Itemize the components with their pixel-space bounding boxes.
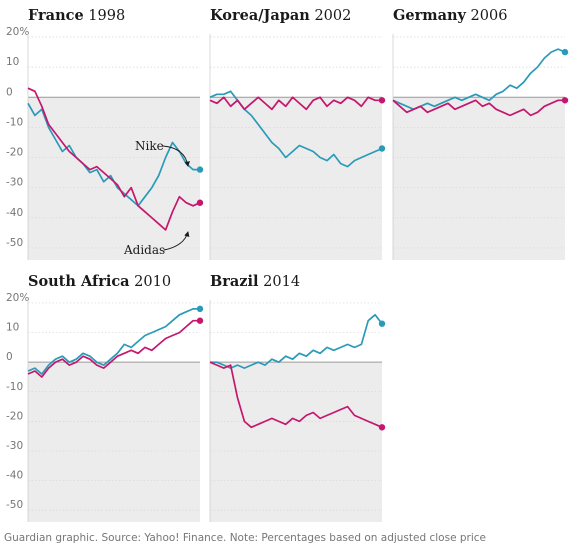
y-tick-label: 0 bbox=[6, 86, 13, 98]
y-tick-label: -50 bbox=[6, 237, 23, 249]
series-end-dot-nike bbox=[561, 48, 569, 56]
series-end-dot-adidas bbox=[378, 424, 386, 431]
y-tick-label: 10 bbox=[6, 56, 19, 68]
series-end-dot-adidas bbox=[561, 97, 569, 104]
annotation-adidas: Adidas bbox=[123, 243, 165, 257]
panel-title-year: 2006 bbox=[466, 8, 508, 24]
y-tick-label: -20 bbox=[6, 410, 23, 422]
panel-title: Korea/Japan 2002 bbox=[210, 7, 351, 24]
y-tick-label: -50 bbox=[6, 499, 23, 511]
series-end-dot-nike bbox=[378, 320, 386, 327]
panel-title-name: France bbox=[28, 7, 84, 24]
negative-region bbox=[393, 97, 565, 260]
negative-region bbox=[210, 362, 382, 522]
annotation-nike: Nike bbox=[135, 139, 164, 153]
panel-title-year: 1998 bbox=[84, 8, 126, 24]
y-tick-label: 0 bbox=[6, 351, 13, 363]
series-line-nike bbox=[392, 48, 566, 111]
y-tick-label: -10 bbox=[6, 116, 23, 128]
annotation-arrow-adidas bbox=[163, 231, 190, 251]
series-line-adidas bbox=[392, 99, 565, 117]
panel-title: Brazil 2014 bbox=[210, 273, 300, 290]
y-tick-label: -40 bbox=[6, 207, 23, 219]
panel-germany: Germany 2006 bbox=[392, 7, 569, 260]
y-tick-label: -10 bbox=[6, 381, 23, 393]
panel-title-name: Germany bbox=[393, 7, 467, 24]
series-line-adidas bbox=[27, 319, 200, 378]
series-end-dot-adidas bbox=[196, 199, 204, 206]
panel-title: South Africa 2010 bbox=[28, 273, 171, 290]
y-tick-label: -20 bbox=[6, 147, 23, 159]
y-tick-label: 20% bbox=[6, 292, 29, 304]
panel-title-name: Brazil bbox=[210, 273, 259, 290]
series-line-nike bbox=[210, 313, 383, 369]
negative-region bbox=[28, 362, 200, 522]
panel-korea-japan: Korea/Japan 2002 bbox=[209, 7, 386, 260]
series-line-adidas bbox=[209, 96, 382, 111]
series-line-adidas bbox=[27, 87, 201, 231]
y-tick-label: -30 bbox=[6, 440, 23, 452]
series-end-dot-adidas bbox=[196, 317, 204, 324]
panel-title: Germany 2006 bbox=[393, 7, 507, 24]
series-end-dot-nike bbox=[196, 166, 204, 173]
negative-region bbox=[28, 97, 200, 260]
footer-note: Guardian graphic. Source: Yahoo! Finance… bbox=[4, 532, 486, 544]
panel-south-africa: 20% 10 0 -10 -20 -30 -40 -50 South Africa 2010 bbox=[6, 273, 204, 522]
negative-region bbox=[210, 97, 382, 260]
annotation-arrow-nike bbox=[162, 145, 190, 167]
y-tick-label: -30 bbox=[6, 177, 23, 189]
y-tick-label: 20% bbox=[6, 26, 29, 38]
panel-brazil: Brazil 2014 bbox=[209, 273, 386, 522]
panel-title-name: Korea/Japan bbox=[210, 7, 310, 24]
series-line-adidas bbox=[209, 361, 383, 429]
panel-title-name: South Africa bbox=[28, 273, 130, 290]
series-end-dot-adidas bbox=[378, 97, 386, 104]
series-end-dot-nike bbox=[196, 305, 204, 313]
panel-title-year: 2002 bbox=[310, 8, 352, 24]
series-end-dot-nike bbox=[378, 145, 386, 152]
panel-title-year: 2010 bbox=[130, 274, 172, 290]
series-line-nike bbox=[27, 308, 200, 375]
panel-france: 20% 10 0 -10 -20 -30 -40 -50 France 1998 Nike Adid… bbox=[6, 7, 204, 260]
panel-title: France 1998 bbox=[28, 7, 125, 24]
panel-title-year: 2014 bbox=[259, 274, 301, 290]
y-tick-label: 10 bbox=[6, 322, 19, 334]
y-tick-label: -40 bbox=[6, 470, 23, 482]
